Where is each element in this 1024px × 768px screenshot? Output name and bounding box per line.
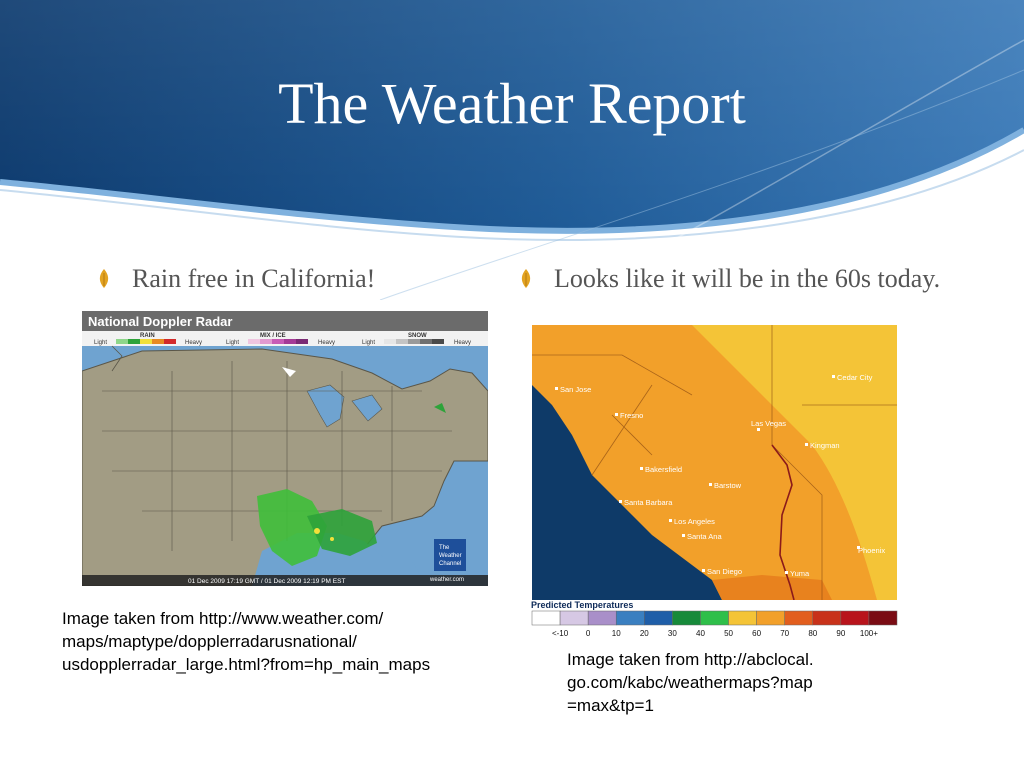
legend-label: 0 <box>586 629 591 638</box>
legend-label: 70 <box>780 629 789 638</box>
city-label: San Diego <box>707 567 742 576</box>
legend-swatch <box>587 610 617 626</box>
legend-swatch <box>728 610 757 626</box>
radar-title: National Doppler Radar <box>88 314 232 329</box>
legend-swatch <box>615 610 645 626</box>
legend-label: 10 <box>612 629 621 638</box>
city-label: Kingman <box>810 441 840 450</box>
legend-swatch <box>559 610 589 626</box>
legend-swatch <box>868 610 898 626</box>
radar-legend-mix: MIX / ICE <box>260 333 286 339</box>
radar-legend-light: Light <box>362 340 375 346</box>
legend-swatch <box>644 610 673 626</box>
radar-legend-heavy: Heavy <box>454 340 471 346</box>
predicted-temperatures-legend: Predicted Temperatures <-10 0 10 20 30 40 50 60… <box>531 600 898 638</box>
slide-title: The Weather Report <box>278 71 746 136</box>
twc-logo-line: Channel <box>439 561 461 567</box>
radar-legend-rain: RAIN <box>140 333 155 339</box>
legend-swatch <box>672 610 701 626</box>
legend-swatch <box>531 610 561 626</box>
radar-timestamp: 01 Dec 2009 17:19 GMT / 01 Dec 2009 12:1… <box>188 578 345 585</box>
legend-label: 20 <box>640 629 649 638</box>
city-label: Barstow <box>714 481 742 490</box>
radar-legend-light: Light <box>94 340 107 346</box>
leaf-bullet-icon <box>521 269 531 288</box>
legend-title: Predicted Temperatures <box>531 600 633 610</box>
legend-label: 80 <box>808 629 817 638</box>
legend-label: 60 <box>752 629 761 638</box>
legend-swatch <box>812 610 842 626</box>
radar-legend-heavy: Heavy <box>318 340 335 346</box>
doppler-radar-map: National Doppler Radar RAIN MIX / ICE SN… <box>82 311 488 586</box>
city-label: Bakersfield <box>645 465 682 474</box>
legend-label: 90 <box>836 629 845 638</box>
radar-legend-heavy: Heavy <box>185 340 202 346</box>
city-label: Cedar City <box>837 373 873 382</box>
legend-swatch <box>756 610 785 626</box>
twc-logo-url: weather.com <box>429 577 464 583</box>
header-banner <box>0 0 1024 300</box>
bullet-temperature: Looks like it will be in the 60s today. <box>521 262 954 296</box>
legend-label: <-10 <box>552 629 569 638</box>
temperature-map: San Jose Fresno Las Vegas Cedar City Bak… <box>532 325 897 600</box>
legend-label: 100+ <box>860 629 878 638</box>
leaf-bullet-icon <box>99 269 109 288</box>
twc-logo-line: Weather <box>439 553 462 559</box>
city-label: Yuma <box>790 569 810 578</box>
bullet-rain-free: Rain free in California! <box>99 262 462 296</box>
city-label: San Jose <box>560 385 591 394</box>
city-label: Fresno <box>620 411 643 420</box>
city-label: Phoenix <box>858 546 885 555</box>
legend-label: 50 <box>724 629 733 638</box>
city-label: Los Angeles <box>674 517 715 526</box>
twc-logo-line: The <box>439 545 450 551</box>
legend-swatch <box>840 610 870 626</box>
legend-swatch <box>784 610 814 626</box>
radar-legend-snow: SNOW <box>408 333 427 339</box>
bullet-text: Rain free in California! <box>132 264 376 293</box>
legend-label: 40 <box>696 629 705 638</box>
radar-legend-light: Light <box>226 340 239 346</box>
bullet-text: Looks like it will be in the 60s today. <box>554 264 941 293</box>
image-source-caption-temperature: Image taken from http://abclocal. go.com… <box>567 650 814 715</box>
legend-label: 30 <box>668 629 677 638</box>
legend-swatch <box>700 610 729 626</box>
city-label: Las Vegas <box>751 419 786 428</box>
image-source-caption-radar: Image taken from http://www.weather.com/… <box>62 609 431 674</box>
city-label: Santa Ana <box>687 532 722 541</box>
city-label: Santa Barbara <box>624 498 673 507</box>
